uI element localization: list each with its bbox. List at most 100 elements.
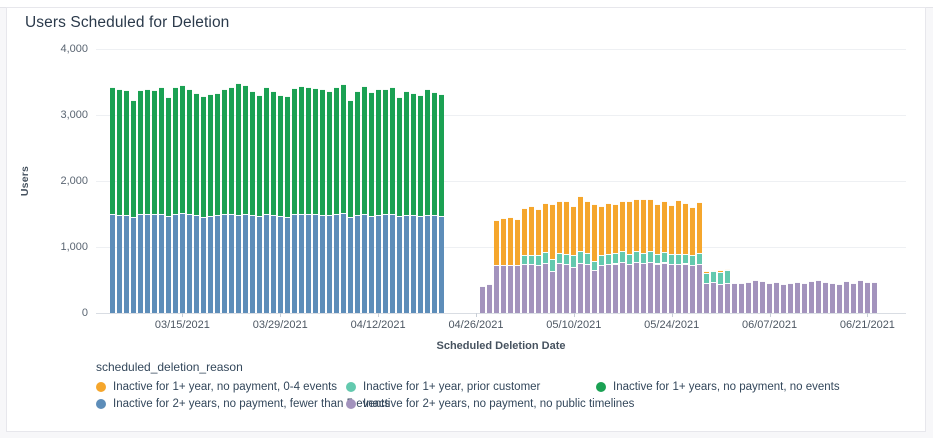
bar-segment-purple-06/12/2021[interactable] <box>802 283 807 313</box>
bar-segment-purple-06/17/2021[interactable] <box>836 283 842 313</box>
bar-segment-green-04/10/2021[interactable] <box>361 85 367 214</box>
bar-segment-blue-04/04/2021[interactable] <box>319 214 325 313</box>
bar-segment-green-03/05/2021[interactable] <box>110 87 115 214</box>
bar-segment-blue-03/10/2021[interactable] <box>144 213 150 313</box>
bar-segment-purple-04/29/2021[interactable] <box>494 265 500 313</box>
bar-segment-orange-05/31/2021[interactable] <box>718 270 724 273</box>
bar-segment-blue-03/21/2021[interactable] <box>221 214 227 313</box>
bar-segment-orange-05/11/2021[interactable] <box>578 196 584 251</box>
bar-segment-purple-05/03/2021[interactable] <box>522 264 528 313</box>
bar-segment-green-03/31/2021[interactable] <box>291 87 297 214</box>
bar-segment-teal-05/20/2021[interactable] <box>641 253 647 263</box>
bar-segment-green-03/08/2021[interactable] <box>130 99 136 217</box>
bar-segment-teal-05/03/2021[interactable] <box>522 254 528 265</box>
bar-segment-teal-05/31/2021[interactable] <box>718 272 724 284</box>
bar-segment-blue-04/20/2021[interactable] <box>431 215 437 313</box>
bar-segment-purple-06/06/2021[interactable] <box>760 281 766 313</box>
bar-segment-teal-05/04/2021[interactable] <box>529 254 535 265</box>
bar-segment-green-04/02/2021[interactable] <box>305 86 311 214</box>
bar-segment-orange-05/21/2021[interactable] <box>648 199 654 252</box>
bar-segment-blue-04/13/2021[interactable] <box>382 214 388 313</box>
bar-segment-blue-03/17/2021[interactable] <box>193 215 199 313</box>
bar-segment-green-04/11/2021[interactable] <box>368 91 374 216</box>
bar-segment-blue-04/05/2021[interactable] <box>326 214 332 313</box>
bar-segment-orange-04/30/2021[interactable] <box>501 218 507 265</box>
bar-segment-teal-05/29/2021[interactable] <box>704 272 710 284</box>
bar-segment-teal-05/07/2021[interactable] <box>550 258 556 271</box>
bar-segment-purple-06/16/2021[interactable] <box>829 282 835 313</box>
bar-segment-orange-04/29/2021[interactable] <box>494 220 500 266</box>
bar-segment-green-03/22/2021[interactable] <box>228 87 234 214</box>
bar-segment-blue-04/10/2021[interactable] <box>361 214 367 313</box>
bar-segment-blue-03/23/2021[interactable] <box>235 214 241 313</box>
bar-segment-purple-05/31/2021[interactable] <box>718 283 724 313</box>
bar-segment-blue-03/18/2021[interactable] <box>200 216 206 313</box>
bar-segment-blue-03/06/2021[interactable] <box>116 214 122 313</box>
bar-segment-blue-03/30/2021[interactable] <box>284 216 290 313</box>
bar-segment-blue-04/07/2021[interactable] <box>340 213 346 313</box>
bar-segment-purple-05/05/2021[interactable] <box>536 265 542 313</box>
bar-segment-orange-05/28/2021[interactable] <box>697 202 703 254</box>
bar-segment-green-03/25/2021[interactable] <box>249 90 255 216</box>
bar-segment-teal-05/25/2021[interactable] <box>676 253 682 265</box>
bar-segment-orange-05/06/2021[interactable] <box>543 202 549 252</box>
bar-segment-green-04/08/2021[interactable] <box>347 99 353 217</box>
bar-segment-blue-03/16/2021[interactable] <box>186 214 192 313</box>
bar-segment-blue-04/03/2021[interactable] <box>312 214 318 313</box>
bar-segment-blue-03/05/2021[interactable] <box>110 214 115 313</box>
bar-segment-green-04/18/2021[interactable] <box>417 94 423 216</box>
bar-segment-blue-03/14/2021[interactable] <box>172 214 178 313</box>
bar-segment-purple-05/26/2021[interactable] <box>683 263 689 313</box>
bar-segment-green-04/05/2021[interactable] <box>326 91 332 215</box>
bar-segment-blue-03/11/2021[interactable] <box>151 214 157 313</box>
bar-segment-green-03/18/2021[interactable] <box>200 95 206 217</box>
bar-segment-green-03/15/2021[interactable] <box>179 84 185 214</box>
bar-segment-purple-06/13/2021[interactable] <box>809 280 814 313</box>
bar-segment-green-03/13/2021[interactable] <box>165 96 171 217</box>
bar-segment-purple-06/09/2021[interactable] <box>781 283 787 313</box>
bar-segment-teal-05/23/2021[interactable] <box>662 252 668 263</box>
bar-segment-blue-03/20/2021[interactable] <box>214 215 220 313</box>
bar-segment-orange-05/13/2021[interactable] <box>592 204 598 261</box>
bar-segment-orange-06/01/2021[interactable] <box>725 268 731 271</box>
bar-segment-purple-05/30/2021[interactable] <box>711 282 717 313</box>
bar-segment-orange-05/20/2021[interactable] <box>641 199 647 254</box>
bar-segment-green-03/23/2021[interactable] <box>235 83 241 215</box>
bar-segment-purple-05/14/2021[interactable] <box>599 264 605 313</box>
bar-segment-purple-06/15/2021[interactable] <box>822 281 828 313</box>
bar-segment-blue-04/08/2021[interactable] <box>347 216 353 313</box>
bar-segment-teal-05/27/2021[interactable] <box>690 254 696 266</box>
bar-segment-green-03/24/2021[interactable] <box>242 85 248 214</box>
bar-segment-blue-03/27/2021[interactable] <box>263 214 269 313</box>
bar-segment-purple-06/01/2021[interactable] <box>725 282 731 313</box>
bar-segment-green-04/01/2021[interactable] <box>298 85 304 214</box>
bar-segment-teal-05/24/2021[interactable] <box>669 254 675 265</box>
bar-segment-purple-06/19/2021[interactable] <box>850 282 856 313</box>
bar-segment-green-03/19/2021[interactable] <box>207 93 213 216</box>
bar-segment-green-04/19/2021[interactable] <box>424 88 430 215</box>
bar-segment-orange-05/24/2021[interactable] <box>669 205 675 255</box>
bar-segment-blue-03/31/2021[interactable] <box>291 214 297 313</box>
legend-item-purple[interactable]: Inactive for 2+ years, no payment, no pu… <box>346 398 634 410</box>
bar-segment-blue-04/21/2021[interactable] <box>438 215 444 313</box>
bar-segment-orange-05/10/2021[interactable] <box>571 206 577 256</box>
bar-segment-teal-05/17/2021[interactable] <box>620 251 626 263</box>
bar-segment-purple-06/20/2021[interactable] <box>857 279 863 313</box>
bar-segment-blue-04/18/2021[interactable] <box>417 215 423 313</box>
bar-segment-blue-03/19/2021[interactable] <box>207 215 213 313</box>
bar-segment-purple-06/07/2021[interactable] <box>767 282 773 313</box>
bar-segment-teal-05/21/2021[interactable] <box>648 251 654 262</box>
bar-segment-purple-05/28/2021[interactable] <box>697 263 703 313</box>
bar-segment-orange-05/29/2021[interactable] <box>704 271 710 273</box>
bar-segment-purple-05/18/2021[interactable] <box>627 263 633 313</box>
bar-segment-purple-05/08/2021[interactable] <box>557 263 563 313</box>
bar-segment-blue-03/22/2021[interactable] <box>228 213 234 313</box>
bar-segment-green-03/27/2021[interactable] <box>263 87 269 215</box>
bar-segment-blue-04/15/2021[interactable] <box>396 216 402 313</box>
bar-segment-teal-05/22/2021[interactable] <box>655 254 661 264</box>
bar-segment-green-04/14/2021[interactable] <box>389 87 395 214</box>
bar-segment-green-03/29/2021[interactable] <box>277 95 283 216</box>
bar-segment-green-03/26/2021[interactable] <box>256 94 262 217</box>
bar-segment-purple-05/15/2021[interactable] <box>606 264 612 313</box>
bar-segment-purple-06/10/2021[interactable] <box>788 282 794 313</box>
